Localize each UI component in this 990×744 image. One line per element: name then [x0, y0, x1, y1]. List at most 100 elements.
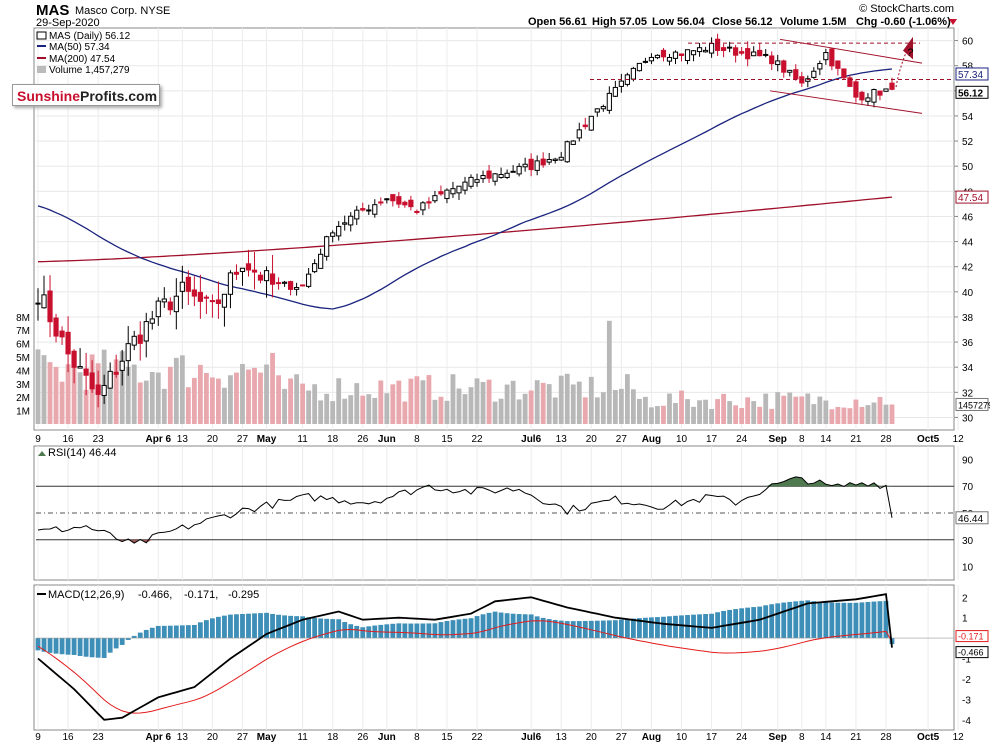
- volume-bar: [53, 366, 59, 424]
- ohlc-low: Low 56.04: [652, 16, 705, 28]
- candle-body: [733, 47, 739, 56]
- x-axis-label: 12: [953, 434, 965, 445]
- volume-bar: [510, 380, 516, 424]
- volume-bar: [793, 396, 799, 424]
- volume-bar: [125, 366, 131, 424]
- macd-histogram-bar: [552, 619, 558, 639]
- volume-bar: [143, 380, 149, 424]
- x-axis-label: Apr 6: [146, 434, 172, 445]
- volume-bar: [673, 402, 678, 424]
- macd-histogram-bar: [576, 621, 582, 639]
- macd-histogram-bar: [703, 614, 708, 639]
- volume-bar: [185, 387, 191, 424]
- price-tick-label: 60: [962, 37, 974, 48]
- macd-histogram-bar: [173, 625, 179, 639]
- candle-body: [384, 198, 390, 201]
- macd-histogram-bar: [167, 625, 173, 639]
- volume-bar: [264, 364, 269, 424]
- volume-bar: [679, 390, 684, 424]
- x-axis-label: Oct5: [917, 732, 940, 743]
- candle-body: [841, 68, 847, 79]
- price-tick-label: 54: [962, 112, 974, 123]
- candle-body: [390, 194, 396, 202]
- x-axis-label: 24: [736, 434, 748, 445]
- x-axis-label: 16: [63, 434, 75, 445]
- volume-bar: [877, 396, 883, 424]
- candle-body: [281, 281, 288, 284]
- price-tick-label: 30: [962, 413, 974, 424]
- candle-body: [606, 92, 612, 111]
- volume-bar: [306, 390, 312, 424]
- volume-tick-label: 3M: [16, 380, 30, 391]
- candle-body: [504, 172, 510, 178]
- candle-body: [239, 267, 246, 273]
- macd-tick-label: -1: [962, 655, 971, 666]
- x-axis-label: 13: [556, 732, 568, 743]
- macd-histogram-bar: [77, 638, 83, 656]
- price-tick-label: 42: [962, 263, 974, 274]
- x-axis-label: 9: [35, 434, 41, 445]
- candle-body: [173, 295, 179, 313]
- volume-bar: [817, 396, 823, 424]
- candle-body: [294, 287, 300, 290]
- macd-histogram-bar: [216, 616, 221, 639]
- candle-body: [859, 91, 865, 101]
- candle-body: [486, 170, 492, 179]
- macd-histogram-bar: [516, 614, 522, 639]
- macd-signal-line: [37, 620, 893, 714]
- volume-badge-label: 1457279: [958, 400, 990, 410]
- volume-bar: [612, 390, 618, 424]
- macd-histogram-bar: [624, 619, 630, 639]
- candle-body: [263, 270, 270, 282]
- candle-body: [185, 276, 191, 292]
- candle-body: [95, 384, 101, 395]
- x-axis-label: 14: [820, 434, 832, 445]
- x-axis-label: 11: [297, 732, 308, 743]
- macd-histogram-bar: [65, 638, 71, 655]
- volume-bar: [528, 390, 534, 424]
- macd-histogram-bar: [288, 615, 293, 639]
- candle-body: [137, 334, 143, 344]
- annotation-question-mark: ?: [907, 47, 914, 59]
- x-axis-label: 21: [850, 434, 862, 445]
- x-axis-label: 18: [327, 732, 339, 743]
- volume-bar: [107, 377, 113, 424]
- x-axis-label: 9: [35, 732, 41, 743]
- macd-histogram-bar: [679, 615, 684, 639]
- macd-histogram-bar: [606, 620, 612, 639]
- candle-body: [179, 281, 185, 292]
- macd-histogram-bar: [143, 629, 149, 639]
- candle-body: [877, 90, 883, 96]
- candle-body: [306, 273, 312, 287]
- candle-body: [432, 195, 438, 202]
- macd-tick-label: -3: [962, 695, 971, 706]
- candle-body: [708, 42, 715, 54]
- candle-body: [47, 290, 53, 323]
- candle-body: [35, 302, 41, 305]
- volume-tick-label: 1M: [16, 407, 30, 418]
- candle-body: [781, 60, 787, 73]
- candle-body: [77, 366, 83, 369]
- x-axis-label: 26: [357, 732, 369, 743]
- candle-body: [805, 78, 811, 82]
- macd-histogram-bar: [546, 619, 552, 639]
- volume-bar: [252, 367, 257, 424]
- candle-body: [414, 210, 420, 214]
- x-axis-label: 28: [880, 434, 892, 445]
- x-axis-label: 24: [736, 732, 748, 743]
- candle-body: [113, 371, 119, 375]
- volume-bar: [727, 401, 733, 424]
- volume-bar: [131, 364, 137, 424]
- candle-body: [480, 175, 486, 180]
- macd-histogram-bar: [330, 619, 336, 639]
- candle-body: [552, 158, 558, 162]
- macd-histogram-bar: [366, 626, 372, 639]
- volume-bar: [348, 395, 354, 424]
- volume-bar: [600, 392, 606, 424]
- volume-bar: [697, 400, 702, 424]
- volume-bar: [288, 378, 293, 424]
- volume-bar: [685, 399, 690, 424]
- candle-body: [684, 49, 691, 61]
- volume-tick-label: 6M: [16, 340, 30, 351]
- macd-histogram-bar: [348, 624, 354, 639]
